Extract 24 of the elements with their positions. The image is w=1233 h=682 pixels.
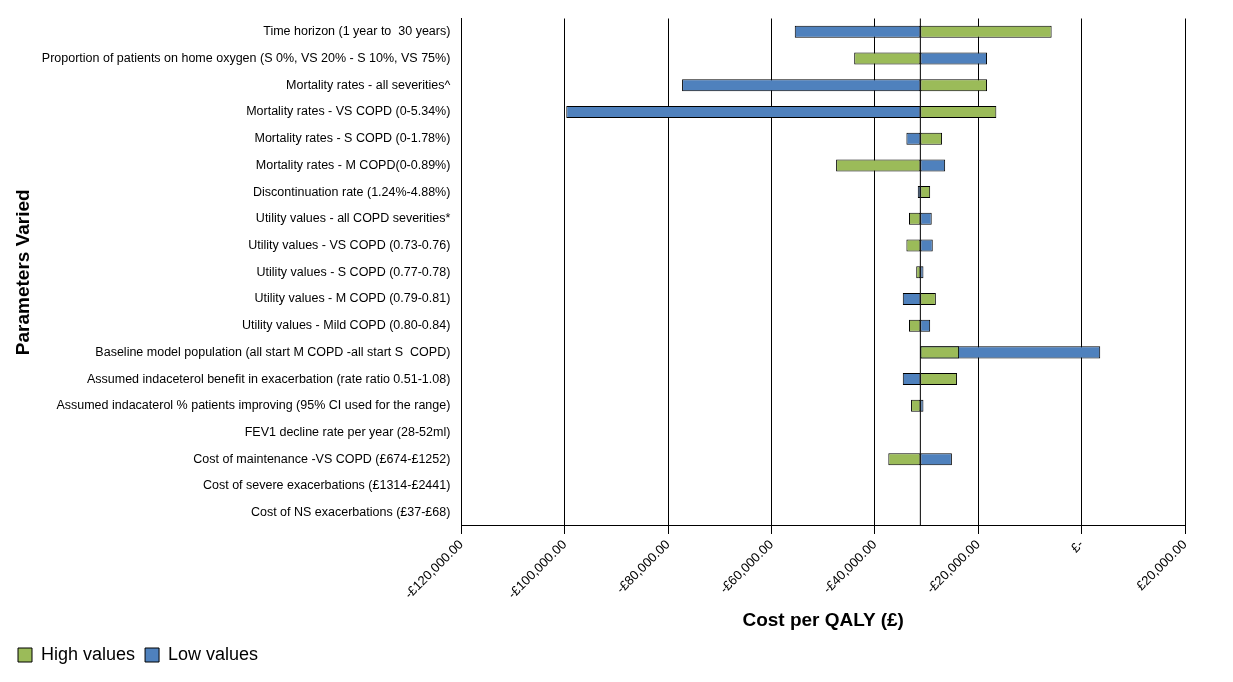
y-tick-label: Utility values - all COPD severities* [255,211,451,226]
y-tick-label: Discontinuation rate (1.24%-4.88%) [253,184,451,199]
y-tick-label: Baseline model population (all start M COPD -all start S COPD) [95,344,451,359]
y-tick-label: Utility values - Mild COPD (0.80-0.84) [241,318,451,333]
y-tick-label: Time horizon (1 year to 30 years) [263,24,451,39]
y-tick-label: Cost of severe exacerbations (£1314-£2441) [202,478,451,493]
y-tick-label: Utility values - S COPD (0.77-0.78) [256,264,451,279]
y-tick-label: Cost of NS exacerbations (£37-£68) [250,505,451,520]
y-tick-label: FEV1 decline rate per year (28-52ml) [244,424,451,439]
y-tick-label: Utility values - VS COPD (0.73-0.76) [248,237,451,252]
y-tick-label: Utility values - M COPD (0.79-0.81) [254,291,451,306]
y-axis-title: Parameters Varied [11,189,33,356]
x-tick-label: £- [1067,536,1087,556]
y-tick-label: Mortality rates - all severities^ [286,77,451,92]
y-tick-label: Proportion of patients on home oxygen (S 0%, VS 20% - S 10%, VS 75%) [41,51,451,66]
y-tick-label: Assumed indaceterol benefit in exacerbation (rate ratio 0.51-1.08) [86,371,451,386]
y-tick-label: Mortality rates - VS COPD (0-5.34%) [246,104,451,119]
y-tick-label: Cost of maintenance -VS COPD (£674-£1252) [193,451,451,466]
legend-label: High values [41,643,136,664]
y-tick-label: Mortality rates - M COPD(0-0.89%) [255,157,451,172]
legend-label: Low values [168,643,259,664]
y-tick-label: Mortality rates - S COPD (0-1.78%) [254,131,451,146]
y-tick-label: Assumed indacaterol % patients improving (95% CI used for the range) [56,398,451,413]
x-axis-title: Cost per QALY (£) [742,608,904,630]
